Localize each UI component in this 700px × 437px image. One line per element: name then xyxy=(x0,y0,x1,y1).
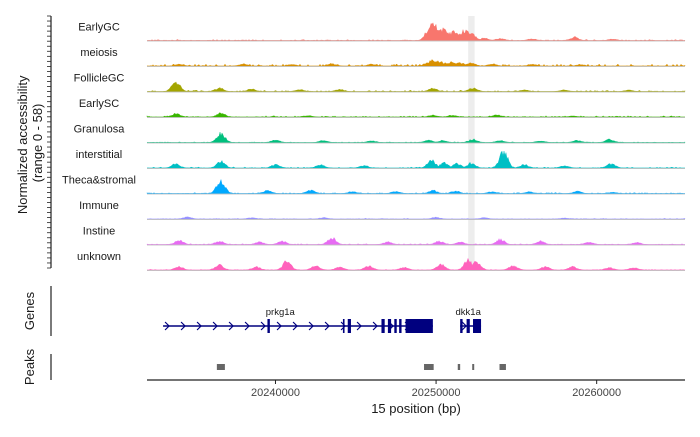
x-axis-title: 15 position (bp) xyxy=(371,401,461,416)
exon xyxy=(267,319,270,333)
gene-dkk1a: dkk1a xyxy=(456,307,482,333)
gene-label: prkg1a xyxy=(266,307,296,318)
track-instine: Instine xyxy=(83,226,685,246)
track-label: FollicleGC xyxy=(74,73,125,85)
track-label: Granulosa xyxy=(74,124,126,136)
y-axis-title: Normalized accessibility (range 0 - 58) xyxy=(15,72,45,214)
exon xyxy=(342,319,345,333)
exon xyxy=(460,319,463,333)
coverage-area xyxy=(146,150,685,169)
track-immune: Immune xyxy=(79,200,686,220)
peak-region xyxy=(499,364,506,370)
peak-track xyxy=(50,354,506,380)
exon xyxy=(394,319,397,333)
track-meiosis: meiosis xyxy=(80,47,686,67)
coverage-area xyxy=(146,112,685,118)
gene-track: prkg1a dkk1a xyxy=(50,286,482,336)
y-axis-ticks xyxy=(47,15,52,269)
track-label: interstitial xyxy=(76,149,122,161)
strand-arrow xyxy=(356,321,362,331)
track-label: Instine xyxy=(83,226,115,238)
exon xyxy=(399,319,402,333)
exon xyxy=(381,319,385,333)
peak-region xyxy=(472,364,475,370)
coverage-area xyxy=(146,237,685,245)
coverage-area xyxy=(146,132,686,143)
track-label: Theca&stromal xyxy=(62,175,136,187)
coverage-area xyxy=(147,81,686,92)
coverage-area xyxy=(146,59,686,67)
track-earlygc: EarlyGC xyxy=(78,22,686,42)
exon xyxy=(473,319,482,333)
strand-arrow xyxy=(340,321,346,331)
track-label: EarlyGC xyxy=(78,22,120,34)
strand-arrow xyxy=(461,321,468,331)
strand-arrow xyxy=(324,321,330,331)
peak-region xyxy=(457,364,461,370)
exon xyxy=(387,319,392,333)
strand-arrow xyxy=(372,321,378,331)
track-unknown: unknown xyxy=(77,251,686,271)
track-label: EarlySC xyxy=(79,98,119,110)
strand-arrow xyxy=(180,321,186,331)
track-interstitial: interstitial xyxy=(76,149,685,169)
track-label: Immune xyxy=(79,200,119,212)
x-tick-label: 20240000 xyxy=(251,387,300,399)
genes-track-label: Genes xyxy=(22,291,37,330)
track-granulosa: Granulosa xyxy=(74,124,686,144)
coverage-area xyxy=(147,216,686,220)
strand-arrow xyxy=(228,321,234,331)
strand-arrow xyxy=(196,321,202,331)
x-tick-label: 20260000 xyxy=(572,387,621,399)
track-earlysc: EarlySC xyxy=(79,98,685,118)
strand-arrow xyxy=(164,321,170,331)
track-label: unknown xyxy=(77,251,121,263)
track-theca-stromal: Theca&stromal xyxy=(62,175,685,195)
x-axis: 20240000 20250000 20260000 xyxy=(147,379,685,399)
peak-region xyxy=(216,364,225,370)
strand-arrow xyxy=(212,321,218,331)
track-folliclegc: FollicleGC xyxy=(74,73,686,93)
gene-prkg1a: prkg1a xyxy=(163,307,433,333)
track-label: meiosis xyxy=(80,47,118,59)
x-tick-label: 20250000 xyxy=(412,387,461,399)
strand-arrow xyxy=(276,321,282,331)
strand-arrow xyxy=(308,321,314,331)
gene-label: dkk1a xyxy=(456,307,482,318)
peaks-track-label: Peaks xyxy=(22,348,37,385)
y-axis-title-line2: (range 0 - 58) xyxy=(30,104,45,183)
y-axis-title-line1: Normalized accessibility xyxy=(15,75,30,214)
peak-region xyxy=(424,364,434,370)
coverage-tracks: EarlyGC meiosis FollicleGC EarlySC Granulosa… xyxy=(62,16,686,271)
exon xyxy=(466,319,470,333)
strand-arrow xyxy=(260,321,266,331)
coverage-area xyxy=(147,257,686,271)
exon xyxy=(347,319,351,333)
coverage-area xyxy=(147,22,686,41)
strand-arrow xyxy=(292,321,298,331)
coverage-area xyxy=(146,178,685,194)
exon xyxy=(405,319,433,333)
strand-arrow xyxy=(244,321,250,331)
